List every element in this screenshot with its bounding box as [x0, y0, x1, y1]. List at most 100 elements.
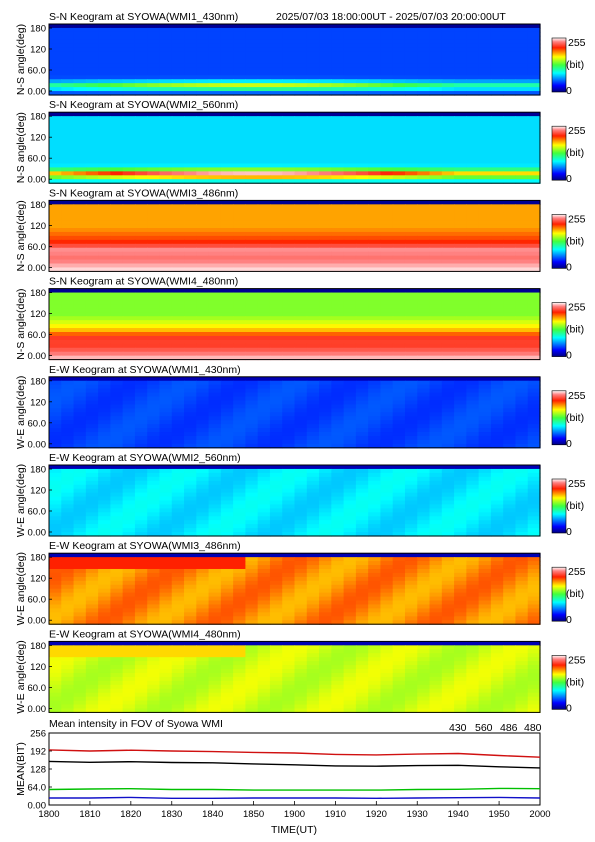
keogram-ytick: 60.0 [28, 66, 47, 77]
x-tick-label: 1940 [448, 809, 469, 820]
y-tick-label: 64.0 [28, 783, 47, 794]
keogram-ylabel: W-E angle(deg) [15, 552, 27, 625]
colorbar [551, 37, 567, 93]
x-tick-label: 1840 [202, 809, 223, 820]
x-tick-label: 1850 [243, 809, 264, 820]
keogram-heatmap [49, 641, 541, 713]
keogram-frame [48, 640, 541, 713]
colorbar-max-label: 255 [568, 37, 586, 49]
keogram-frame [48, 552, 541, 625]
colorbar [551, 655, 567, 710]
keogram-heatmap [49, 288, 541, 361]
keogram-ytick: 180 [30, 288, 46, 299]
keogram-title-3: S-N Keogram at SYOWA(WMI3_486nm) [49, 187, 238, 199]
keogram-heatmap [49, 24, 541, 96]
colorbar [551, 214, 567, 269]
series-line-560 [48, 787, 541, 791]
colorbar-max-label: 255 [568, 213, 586, 225]
keogram-ytick: 180 [30, 24, 46, 35]
keogram-title-4: S-N Keogram at SYOWA(WMI4_480nm) [49, 276, 238, 288]
keogram-ytick: 60.0 [28, 242, 47, 253]
colorbar [551, 566, 567, 622]
keogram-ytick: 0.00 [28, 616, 47, 627]
keogram-title-8: E-W Keogram at SYOWA(WMI4_480nm) [49, 628, 241, 640]
colorbar-unit-label: (bit) [566, 324, 584, 336]
keogram-title-2: S-N Keogram at SYOWA(WMI2_560nm) [49, 99, 238, 111]
x-tick-label: 1910 [325, 809, 346, 820]
time-range-header: 2025/07/03 18:00:00UT - 2025/07/03 20:00… [276, 11, 506, 23]
keogram-title-6: E-W Keogram at SYOWA(WMI2_560nm) [49, 452, 241, 464]
y-tick-label: 0.00 [28, 801, 47, 812]
keogram-ytick: 120 [30, 397, 46, 408]
colorbar-max-label: 255 [568, 478, 586, 490]
colorbar-unit-label: (bit) [566, 500, 584, 512]
colorbar-min-label: 0 [566, 438, 572, 450]
keogram-panel-5: E-W Keogram at SYOWA(WMI1_430nm) W-E angl… [15, 364, 586, 451]
line-plot-frame [48, 732, 541, 806]
x-tick-label: 1800 [38, 809, 59, 820]
y-tick-label: 256 [30, 729, 46, 740]
keogram-ytick: 120 [30, 574, 46, 585]
keogram-panel-3: S-N Keogram at SYOWA(WMI3_486nm) N-S angl… [15, 187, 586, 274]
keogram-panel-7: E-W Keogram at SYOWA(WMI3_486nm) W-E angl… [15, 540, 586, 627]
colorbar-max-label: 255 [568, 302, 586, 314]
keogram-ylabel: W-E angle(deg) [15, 640, 27, 713]
keogram-ytick: 60.0 [28, 683, 47, 694]
legend-430: 430 [449, 722, 467, 734]
keogram-ylabel: W-E angle(deg) [15, 464, 27, 537]
series-line-430 [49, 796, 541, 800]
colorbar-unit-label: (bit) [566, 147, 584, 159]
keogram-frame [48, 111, 541, 184]
keogram-ytick: 0.00 [28, 528, 47, 539]
colorbar [551, 390, 567, 446]
colorbar-unit-label: (bit) [566, 412, 584, 424]
keogram-panel-4: S-N Keogram at SYOWA(WMI4_480nm) N-S angl… [15, 276, 586, 363]
keogram-title-5: E-W Keogram at SYOWA(WMI1_430nm) [49, 364, 241, 376]
x-tick-label: 1900 [284, 809, 305, 820]
keogram-frame [48, 199, 541, 272]
keogram-ytick: 180 [30, 112, 46, 123]
keogram-ytick: 120 [30, 221, 46, 232]
keogram-ylabel: N-S angle(deg) [15, 288, 27, 359]
colorbar-unit-label: (bit) [566, 59, 584, 71]
keogram-frame [48, 464, 541, 537]
keogram-ytick: 180 [30, 376, 46, 387]
colorbar-max-label: 255 [568, 566, 586, 578]
x-tick-label: 2000 [529, 809, 550, 820]
colorbar-max-label: 255 [568, 390, 586, 402]
keogram-ytick: 120 [30, 662, 46, 673]
y-axis-label: MEAN(BIT) [15, 742, 27, 796]
colorbar-min-label: 0 [566, 702, 572, 714]
keogram-ytick: 120 [30, 309, 46, 320]
colorbar-max-label: 255 [568, 654, 586, 666]
keogram-ytick: 0.00 [28, 175, 47, 186]
x-tick-label: 1820 [120, 809, 141, 820]
keogram-ytick: 0.00 [28, 263, 47, 274]
colorbar-unit-label: (bit) [566, 588, 584, 600]
keogram-panel-2: S-N Keogram at SYOWA(WMI2_560nm) N-S angl… [15, 99, 586, 186]
keogram-ylabel: W-E angle(deg) [15, 376, 27, 449]
keogram-heatmap [49, 376, 541, 449]
y-tick-label: 192 [30, 747, 46, 758]
series-line-486 [48, 749, 541, 758]
legend-560: 560 [475, 722, 493, 734]
x-tick-label: 1930 [407, 809, 428, 820]
colorbar [551, 125, 567, 181]
colorbar [551, 478, 567, 534]
keogram-ytick: 120 [30, 45, 46, 56]
keogram-frame [48, 376, 541, 449]
keogram-ytick: 120 [30, 486, 46, 497]
x-tick-label: 1830 [161, 809, 182, 820]
keogram-ylabel: N-S angle(deg) [15, 112, 27, 183]
keogram-heatmap [49, 200, 541, 272]
keogram-heatmap [49, 112, 541, 184]
keogram-frame [48, 288, 541, 361]
keogram-ytick: 60.0 [28, 154, 47, 165]
keogram-ytick: 180 [30, 641, 46, 652]
keogram-ytick: 60.0 [28, 507, 47, 518]
keogram-ytick: 180 [30, 465, 46, 476]
keogram-heatmap [49, 465, 541, 537]
keogram-heatmap [49, 553, 541, 625]
keogram-frame [48, 23, 541, 96]
